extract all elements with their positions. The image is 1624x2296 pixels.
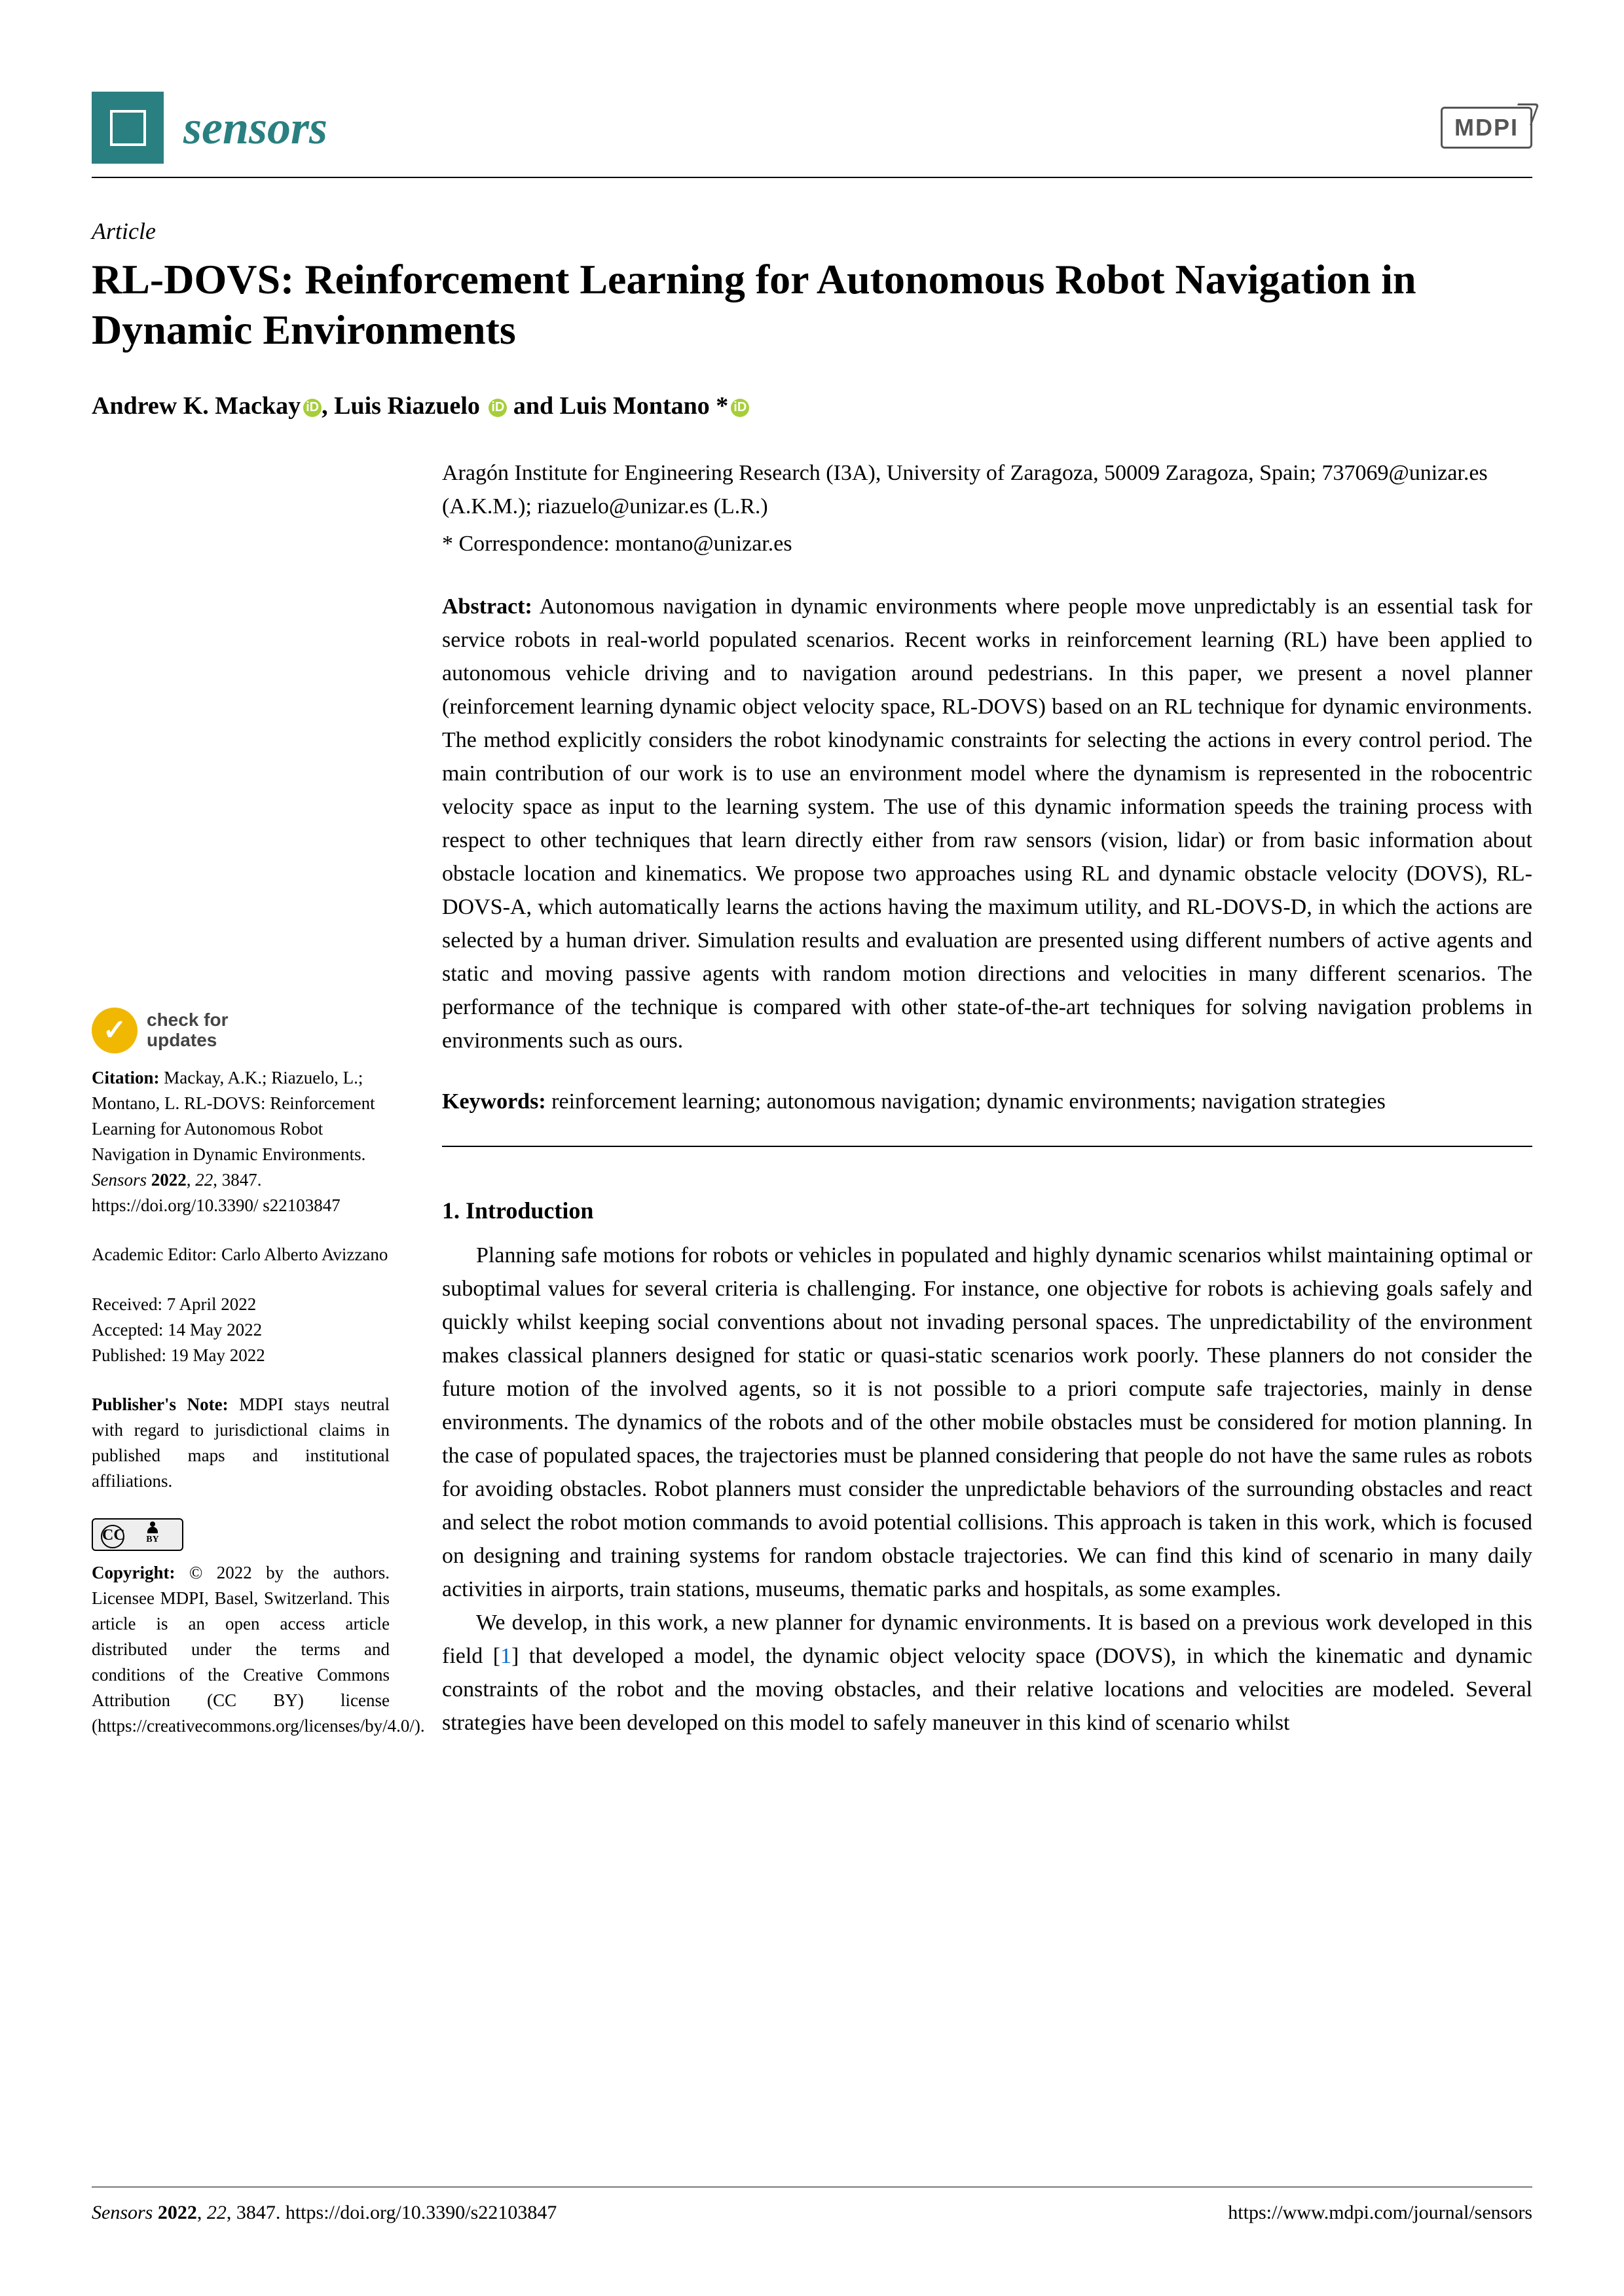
article-title: RL-DOVS: Reinforcement Learning for Auto… — [92, 255, 1532, 355]
journal-brand: sensors — [92, 92, 327, 164]
editor-label: Academic Editor: — [92, 1245, 221, 1264]
footer-journal: Sensors — [92, 2202, 153, 2223]
citation-block: Citation: Mackay, A.K.; Riazuelo, L.; Mo… — [92, 1065, 390, 1219]
editor-name: Carlo Alberto Avizzano — [221, 1245, 388, 1264]
dates-block: Received: 7 April 2022 Accepted: 14 May … — [92, 1292, 390, 1368]
date-accepted: Accepted: 14 May 2022 — [92, 1317, 390, 1343]
footer-right[interactable]: https://www.mdpi.com/journal/sensors — [1228, 2202, 1532, 2224]
ref-link-1[interactable]: 1 — [500, 1644, 511, 1668]
copyright-label: Copyright: — [92, 1563, 175, 1582]
orcid-icon[interactable]: iD — [489, 399, 507, 417]
keywords-block: Keywords: reinforcement learning; autono… — [442, 1085, 1532, 1147]
mdpi-logo[interactable]: MDPI — [1441, 107, 1532, 149]
keywords-text: reinforcement learning; autonomous navig… — [546, 1089, 1386, 1114]
date-received: Received: 7 April 2022 — [92, 1292, 390, 1317]
pubnote-label: Publisher's Note: — [92, 1394, 229, 1414]
check-line2: updates — [147, 1030, 217, 1050]
header-row: sensors MDPI — [92, 92, 1532, 178]
sidebar-column: ✓ check for updates Citation: Mackay, A.… — [92, 456, 390, 1740]
citation-label: Citation: — [92, 1068, 160, 1087]
page-footer: Sensors 2022, 22, 3847. https://doi.org/… — [92, 2187, 1532, 2224]
authors-line: Andrew K. MackayiD, Luis Riazuelo iD and… — [92, 392, 1532, 420]
chip-glyph — [110, 110, 146, 146]
para2b: ] that developed a model, the dynamic ob… — [442, 1644, 1532, 1735]
footer-left: Sensors 2022, 22, 3847. https://doi.org/… — [92, 2202, 557, 2224]
citation-year: 2022 — [147, 1170, 187, 1190]
date-published: Published: 19 May 2022 — [92, 1343, 390, 1368]
check-for-updates[interactable]: ✓ check for updates — [92, 1008, 390, 1053]
affiliation: Aragón Institute for Engineering Researc… — [442, 456, 1532, 523]
orcid-icon[interactable]: iD — [731, 399, 749, 417]
check-text: check for updates — [147, 1010, 229, 1051]
abstract-label: Abstract: — [442, 594, 532, 619]
author-3: and Luis Montano * — [507, 392, 728, 420]
section-1-heading: 1. Introduction — [442, 1193, 1532, 1228]
publishers-note: Publisher's Note: MDPI stays neutral wit… — [92, 1392, 390, 1495]
correspondence: * Correspondence: montano@unizar.es — [442, 527, 1532, 560]
cc-by-badge-icon[interactable] — [92, 1518, 183, 1551]
sensors-chip-icon — [92, 92, 164, 164]
abstract-block: Abstract: Autonomous navigation in dynam… — [442, 590, 1532, 1057]
intro-para-2: We develop, in this work, a new planner … — [442, 1606, 1532, 1740]
abstract-text: Autonomous navigation in dynamic environ… — [442, 594, 1532, 1053]
page-container: sensors MDPI Article RL-DOVS: Reinforcem… — [0, 0, 1624, 2296]
article-type: Article — [92, 217, 1532, 245]
intro-para-1: Planning safe motions for robots or vehi… — [442, 1239, 1532, 1606]
author-1: Andrew K. Mackay — [92, 392, 301, 420]
check-badge-icon: ✓ — [92, 1008, 138, 1053]
author-2: , Luis Riazuelo — [322, 392, 480, 420]
citation-journal: Sensors — [92, 1170, 147, 1190]
copyright-block: Copyright: © 2022 by the authors. Licens… — [92, 1560, 390, 1740]
keywords-label: Keywords: — [442, 1089, 546, 1114]
editor-block: Academic Editor: Carlo Alberto Avizzano — [92, 1242, 390, 1267]
copyright-text: © 2022 by the authors. Licensee MDPI, Ba… — [92, 1563, 425, 1736]
check-line1: check for — [147, 1010, 229, 1030]
orcid-icon[interactable]: iD — [303, 399, 322, 417]
main-column: Aragón Institute for Engineering Researc… — [442, 456, 1532, 1740]
content-grid: ✓ check for updates Citation: Mackay, A.… — [92, 456, 1532, 1740]
journal-name: sensors — [183, 101, 327, 155]
